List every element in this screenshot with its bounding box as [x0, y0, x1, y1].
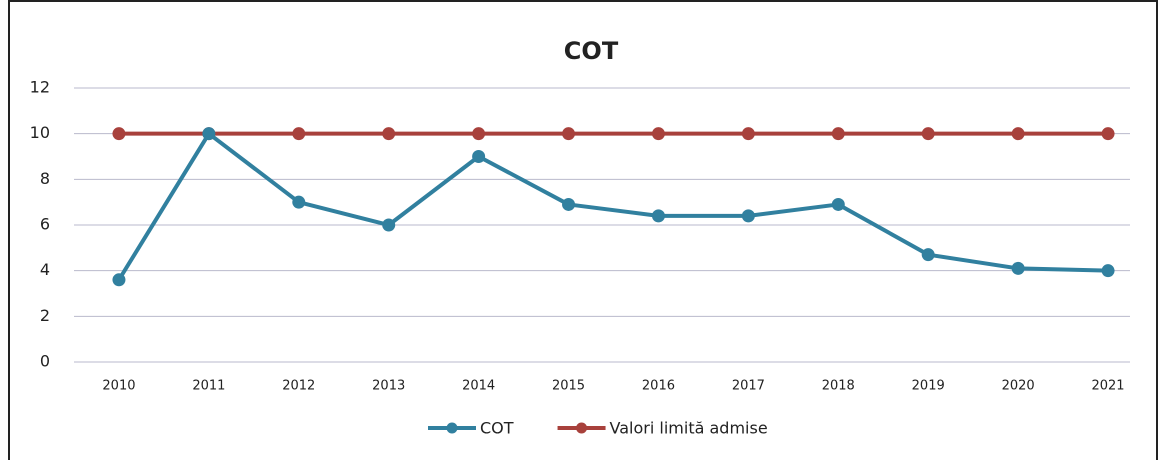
data-point	[921, 248, 935, 262]
y-tick-label: 12	[30, 78, 50, 97]
x-tick-label: 2015	[552, 379, 585, 394]
data-point	[1011, 127, 1025, 141]
data-point	[921, 127, 935, 141]
data-point	[831, 127, 845, 141]
y-tick-label: 4	[40, 260, 50, 279]
y-tick-label: 10	[30, 123, 50, 142]
x-tick-label: 2020	[1002, 379, 1035, 394]
x-tick-label: 2019	[912, 379, 945, 394]
data-point	[472, 127, 486, 141]
data-point	[651, 209, 665, 223]
x-tick-label: 2011	[192, 379, 225, 394]
data-point	[831, 197, 845, 211]
data-point	[112, 273, 126, 287]
data-point	[292, 195, 306, 209]
y-tick-label: 6	[40, 215, 50, 234]
legend-label: Valori limită admise	[610, 419, 768, 438]
y-tick-label: 0	[40, 352, 50, 371]
x-tick-label: 2018	[822, 379, 855, 394]
x-tick-label: 2021	[1091, 379, 1124, 394]
data-point	[1101, 127, 1115, 141]
data-point	[1101, 264, 1115, 278]
x-tick-label: 2010	[102, 379, 135, 394]
data-point	[1011, 261, 1025, 275]
data-point	[382, 127, 396, 141]
chart-title: COT	[564, 37, 619, 65]
data-point	[651, 127, 665, 141]
legend-label: COT	[480, 419, 514, 438]
x-tick-label: 2014	[462, 379, 495, 394]
x-tick-label: 2013	[372, 379, 405, 394]
data-point	[562, 197, 576, 211]
series-line	[117, 131, 1109, 281]
legend-marker	[446, 422, 458, 434]
data-point	[202, 127, 216, 141]
data-point	[741, 209, 755, 223]
x-tick-label: 2017	[732, 379, 765, 394]
y-tick-label: 2	[40, 306, 50, 325]
data-point	[562, 127, 576, 141]
data-point	[382, 218, 396, 232]
data-point	[112, 127, 126, 141]
data-point	[472, 150, 486, 163]
y-tick-label: 8	[40, 169, 50, 188]
data-point	[292, 127, 306, 141]
chart-frame	[8, 0, 1158, 460]
legend-marker	[576, 422, 588, 434]
data-point	[741, 127, 755, 141]
x-tick-label: 2012	[282, 379, 315, 394]
x-tick-label: 2016	[642, 379, 675, 394]
